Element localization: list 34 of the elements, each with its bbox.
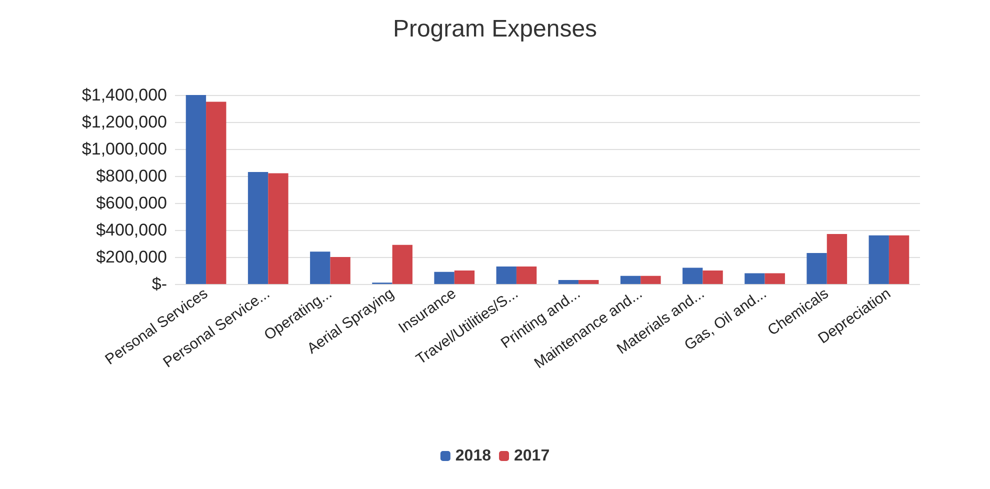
- bar: [558, 280, 579, 284]
- bar: [248, 172, 268, 284]
- y-tick-label: $600,000: [96, 194, 167, 212]
- bar: [640, 276, 661, 284]
- bar: [516, 266, 537, 284]
- y-tick-label: $400,000: [96, 220, 167, 240]
- bar: [392, 244, 412, 284]
- bar: [764, 273, 785, 284]
- y-tick-label: $200,000: [96, 248, 167, 266]
- bar: [888, 235, 910, 284]
- bar: [620, 276, 641, 284]
- bar: [454, 270, 475, 284]
- y-tick-label: $1,000,000: [82, 140, 167, 158]
- bar: [682, 268, 703, 284]
- legend-label: 2018: [455, 448, 492, 464]
- bar: [434, 272, 454, 284]
- bar: [496, 266, 516, 284]
- bar: [186, 95, 206, 284]
- bar: [702, 270, 723, 284]
- bar: [206, 102, 226, 284]
- chart-title: Program Expenses: [392, 16, 598, 42]
- bar: [268, 173, 288, 284]
- legend-label: 2017: [514, 448, 550, 464]
- bar: [826, 234, 848, 284]
- y-tick-label: $800,000: [96, 166, 167, 186]
- y-tick-label: $1,200,000: [82, 112, 167, 132]
- bar: [744, 273, 765, 284]
- bar: [310, 252, 330, 284]
- y-tick-label: $1,400,000: [82, 86, 167, 104]
- bar: [578, 280, 599, 284]
- bar: [330, 257, 350, 284]
- bar: [868, 235, 889, 284]
- y-tick-label: $-: [152, 274, 167, 294]
- bar: [806, 252, 827, 284]
